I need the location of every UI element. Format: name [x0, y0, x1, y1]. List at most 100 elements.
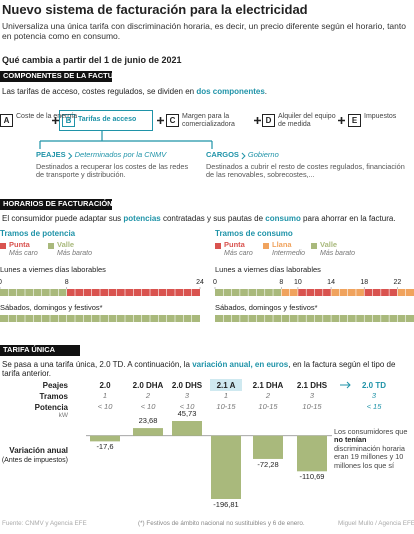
value-label: 45,73 — [177, 409, 197, 418]
component-label: Tarifas de acceso — [78, 116, 137, 123]
lead: Qué cambia a partir del 1 de junio de 20… — [2, 55, 182, 65]
source: Fuente: CNMV y Agencia EFE — [2, 520, 87, 527]
bar — [211, 435, 241, 499]
section-heading-bg — [0, 345, 80, 356]
tariff-tramos: 2 — [265, 391, 271, 400]
text: El consumidor puede adaptar sus — [2, 214, 124, 223]
tariff-potencia: < 15 — [366, 402, 382, 411]
plus-sign — [254, 117, 261, 124]
tariff-tramos: 3 — [309, 391, 315, 400]
component-letter: D — [265, 116, 272, 125]
row-label: Lunes a viernes días laborables — [215, 265, 321, 274]
hour-tick-label: 0 — [0, 279, 10, 287]
tariff-frame — [59, 110, 153, 131]
highlight-text: no tenían — [334, 435, 367, 445]
component-letter: E — [351, 116, 358, 125]
component-name: PEAJES — [36, 150, 66, 159]
legend-name: Valle — [57, 240, 75, 249]
row-label: Potencia — [34, 403, 68, 412]
footnote: (*) Festivos de ámbito nacional no susti… — [138, 520, 305, 527]
tariff-tramos: 1 — [223, 391, 229, 400]
tariff-name: 2.1 DHA — [252, 381, 284, 390]
tariff-name: 2.1 DHS — [296, 381, 328, 390]
legend-swatch — [48, 243, 54, 249]
hour-tick-label: 14 — [327, 279, 335, 286]
intro: Las tarifas de acceso, costes regulados,… — [2, 87, 412, 96]
highlight-cell — [210, 379, 242, 391]
plus-sign — [338, 117, 345, 124]
row-label: Lunes a viernes días laborables — [0, 265, 106, 274]
tariff-name: 2.1 A — [216, 381, 236, 390]
section-heading-bg — [0, 199, 112, 210]
title: Nuevo sistema de facturación para la ele… — [2, 2, 308, 17]
component-text: Destinados a recuperar los costes de las… — [36, 162, 189, 180]
hour-tick-label: 8 — [279, 279, 284, 286]
section-heading: TARIFA ÚNICA — [3, 345, 56, 354]
component-text: Destinados a cubrir el resto de costes r… — [206, 162, 405, 180]
chevron — [241, 152, 246, 160]
bar — [90, 435, 120, 442]
value-label: 23,68 — [138, 416, 158, 426]
text: discriminación horaria eran 19 millones … — [334, 443, 405, 470]
legend-name: Punta — [224, 240, 245, 249]
section-heading-bg — [0, 71, 112, 82]
letter-box — [0, 114, 13, 127]
tariff-name: 2.0 — [99, 381, 111, 390]
unit: kW — [58, 412, 68, 419]
legend-swatch — [263, 243, 269, 249]
value-label: -72,28 — [257, 459, 279, 469]
bar — [172, 421, 202, 436]
tariff-potencia: < 10 — [179, 402, 195, 411]
component-letter: B — [65, 116, 72, 125]
variation-label: Variación anual — [9, 446, 68, 455]
legend-swatch — [0, 243, 6, 249]
letter-box — [62, 114, 75, 127]
component-letter: C — [169, 116, 176, 125]
component-letter: A — [3, 116, 10, 125]
legend-note: Más caro — [224, 250, 253, 257]
value-label: -196,81 — [213, 500, 239, 509]
text: para ahorrar en la factura. — [300, 214, 396, 223]
legend-name: Llana — [272, 240, 292, 249]
text: contratadas y sus pautas de — [160, 214, 266, 223]
legend-note: Intermedio — [272, 250, 306, 257]
bar — [133, 428, 163, 436]
legend-note: Más barato — [57, 250, 93, 257]
letter-box — [262, 114, 275, 127]
legend-swatch — [311, 243, 317, 249]
row-label: Sábados, domingos y festivos* — [0, 303, 103, 312]
hour-tick-label: 24 — [196, 279, 204, 286]
component-label: Alquiler del equipo de medida — [278, 113, 336, 129]
chevron — [68, 152, 73, 160]
value-label: -17,6 — [96, 442, 114, 452]
tariff-potencia: < 10 — [140, 402, 156, 411]
hour-tick-label: 18 — [360, 279, 369, 286]
hour-tick-label: 10 — [294, 279, 302, 286]
tariff-tramos: 3 — [184, 391, 190, 400]
highlight-text: dos componentes — [196, 87, 265, 96]
bar — [253, 435, 283, 459]
highlight-text: consumo — [265, 214, 301, 223]
bracket — [39, 131, 213, 149]
tariff-name: 2.0 DHS — [171, 381, 203, 390]
tariff-potencia: 10-15 — [302, 402, 322, 411]
subtitle: Universaliza una única tarifa con discri… — [2, 21, 406, 41]
legend-name: Punta — [9, 240, 30, 249]
letter-box — [348, 114, 361, 127]
tariff-name: 2.0 DHA — [132, 381, 164, 390]
component-name: CARGOS — [206, 150, 239, 159]
highlight-text: potencias — [123, 214, 161, 223]
tariff-tramos: 1 — [102, 391, 108, 400]
row-label: Peajes — [42, 381, 68, 390]
plus-sign — [52, 117, 59, 124]
component-by: Determinados por la CNMV — [74, 150, 167, 159]
section-heading: COMPONENTES DE LA FACTURA — [3, 71, 124, 80]
hour-tick-label: 8 — [64, 279, 69, 286]
group-title: Tramos de consumo — [215, 229, 293, 238]
hour-tick-label: 22 — [393, 279, 402, 286]
component-label: Margen para la comercializadora — [182, 113, 235, 129]
variation-note: (Antes de impuestos) — [1, 457, 68, 464]
note: Los consumidores que no tenían discrimin… — [334, 427, 414, 470]
group-title: Tramos de potencia — [0, 229, 76, 238]
